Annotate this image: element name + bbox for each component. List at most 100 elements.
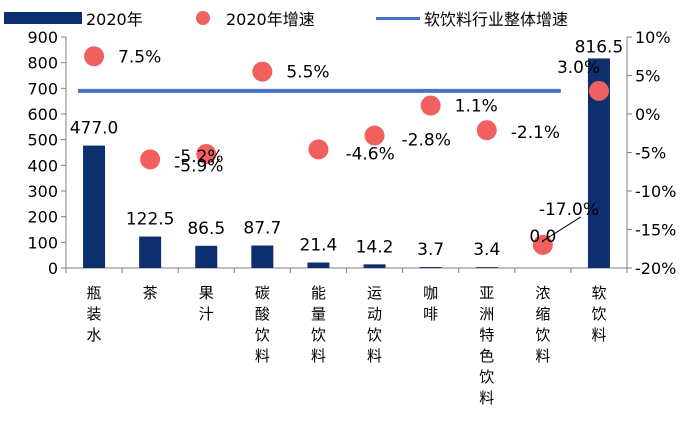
- y-tick-label-left: 300: [27, 182, 58, 201]
- growth-dot: [420, 95, 441, 116]
- category-label: 饮: [311, 326, 326, 344]
- bar-value-label: 477.0: [70, 119, 119, 139]
- bar-value-label: 14.2: [356, 237, 394, 257]
- legend-dot-label: 2020年增速: [226, 10, 315, 29]
- growth-dot: [140, 149, 161, 170]
- growth-value-label: -5.2%: [174, 147, 223, 167]
- y-tick-label-left: 200: [27, 208, 58, 227]
- y-tick-label-right: -20%: [635, 259, 676, 278]
- y-tick-label-left: 400: [27, 156, 58, 175]
- category-label: 啡: [423, 305, 438, 323]
- growth-dot: [196, 144, 217, 165]
- growth-value-label: 1.1%: [455, 97, 498, 117]
- y-tick-label-right: -5%: [635, 144, 666, 163]
- bar: [587, 58, 610, 268]
- growth-dot: [532, 234, 553, 255]
- legend-item-line: 软饮料行业整体增速: [376, 6, 568, 30]
- category-label: 饮: [591, 305, 606, 323]
- category-label: 咖: [423, 284, 438, 302]
- category-label: 料: [535, 347, 550, 365]
- y-tick-label-right: 0%: [635, 105, 660, 124]
- category-label: 软: [591, 284, 606, 302]
- legend-dot-swatch: [196, 11, 210, 25]
- growth-dot: [308, 139, 329, 160]
- y-tick-label-left: 800: [27, 54, 58, 73]
- growth-value-label: 7.5%: [118, 47, 161, 67]
- legend-line-label: 软饮料行业整体增速: [424, 10, 569, 29]
- category-label: 特: [479, 326, 494, 344]
- y-tick-label-right: 5%: [635, 67, 660, 86]
- category-label: 装: [87, 305, 102, 323]
- growth-value-label: -17.0%: [539, 200, 599, 220]
- leader-line: [542, 216, 582, 242]
- bar: [363, 264, 386, 268]
- category-label: 饮: [255, 326, 270, 344]
- category-label: 色: [479, 347, 494, 365]
- category-label: 料: [367, 347, 382, 365]
- legend-line-swatch: [376, 16, 420, 20]
- legend-bar-swatch: [4, 12, 82, 24]
- bar-value-label: 3.4: [473, 240, 500, 260]
- growth-value-label: -4.6%: [345, 144, 394, 164]
- bar-value-label: 21.4: [300, 236, 338, 256]
- growth-value-label: -2.8%: [402, 131, 451, 151]
- category-label: 动: [367, 305, 382, 323]
- y-tick-label-left: 700: [27, 79, 58, 98]
- y-tick-label-right: 10%: [635, 28, 671, 47]
- bar-value-label: 816.5: [575, 37, 624, 57]
- growth-dot: [588, 80, 609, 101]
- y-tick-label-right: -10%: [635, 182, 676, 201]
- category-label: 缩: [535, 305, 550, 323]
- y-tick-label-left: 500: [27, 131, 58, 150]
- category-label: 浓: [535, 284, 550, 302]
- category-label: 饮: [367, 326, 382, 344]
- category-label: 水: [87, 326, 102, 344]
- bar: [83, 145, 106, 268]
- legend-item-dot: 2020年增速: [172, 6, 315, 30]
- bar: [419, 267, 442, 268]
- category-label: 汁: [199, 305, 214, 323]
- category-label: 果: [199, 284, 214, 302]
- growth-value-label: -5.9%: [174, 156, 223, 176]
- category-label: 能: [311, 284, 326, 302]
- bar-value-label: 0.0: [529, 227, 556, 247]
- category-label: 料: [311, 347, 326, 365]
- growth-dot: [476, 120, 497, 141]
- bar: [139, 236, 162, 268]
- bar: [307, 262, 330, 268]
- category-label: 洲: [479, 305, 494, 323]
- growth-value-label: -2.1%: [511, 123, 560, 143]
- bar-value-label: 87.7: [243, 218, 281, 238]
- category-label: 料: [255, 347, 270, 365]
- y-tick-label-left: 900: [27, 28, 58, 47]
- bar: [195, 245, 218, 268]
- category-label: 亚: [479, 284, 494, 302]
- legend-bar-label: 2020年: [86, 10, 143, 29]
- growth-value-label: 3.0%: [557, 58, 600, 78]
- y-tick-label-left: 0: [48, 259, 58, 278]
- bar: [475, 267, 498, 268]
- growth-value-label: 5.5%: [286, 63, 329, 83]
- bar-value-label: 86.5: [187, 219, 225, 239]
- y-tick-label-left: 100: [27, 233, 58, 252]
- category-label: 茶: [143, 284, 158, 302]
- y-tick-label-left: 600: [27, 105, 58, 124]
- growth-dot: [364, 125, 385, 146]
- category-label: 饮: [535, 326, 550, 344]
- growth-dot: [84, 46, 105, 67]
- category-label: 运: [367, 284, 382, 302]
- legend: 2020年 2020年增速 软饮料行业整体增速: [0, 4, 695, 30]
- growth-dot: [252, 61, 273, 82]
- bar-value-label: 3.7: [417, 240, 444, 260]
- category-label: 酸: [255, 305, 270, 323]
- category-label: 碳: [255, 284, 270, 302]
- bar: [251, 245, 274, 268]
- category-label: 饮: [479, 368, 494, 386]
- y-tick-label-right: -15%: [635, 221, 676, 240]
- category-label: 料: [591, 326, 606, 344]
- category-label: 量: [311, 305, 326, 323]
- category-label: 瓶: [87, 284, 102, 302]
- bar-value-label: 122.5: [126, 210, 175, 230]
- legend-item-bar: 2020年: [4, 6, 143, 30]
